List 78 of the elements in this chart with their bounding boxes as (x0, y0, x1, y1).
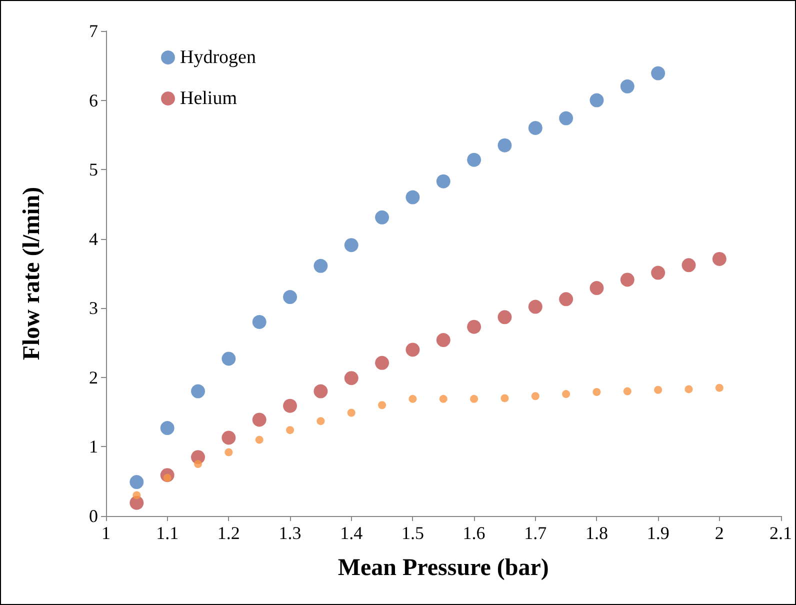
x-tick-label: 1.3 (278, 523, 302, 543)
point (283, 290, 298, 304)
point (286, 426, 294, 434)
x-tick-label: 2.1 (770, 523, 792, 543)
y-tick-label: 3 (89, 298, 98, 318)
y-tick-label: 1 (89, 436, 98, 457)
point (467, 320, 482, 334)
x-tick-label: 2 (714, 523, 724, 543)
x-tick-label: 1.2 (217, 523, 240, 543)
legend-label: Helium (180, 88, 238, 109)
point (715, 384, 724, 392)
point (682, 258, 696, 272)
point (314, 384, 328, 398)
point (620, 79, 634, 94)
point (528, 300, 542, 314)
point (531, 392, 540, 400)
y-tick-label: 7 (89, 21, 98, 41)
point (559, 292, 574, 306)
x-tick-label: 1.6 (462, 523, 486, 543)
point (160, 421, 174, 436)
point (620, 272, 634, 287)
x-tick-label: 1 (102, 523, 110, 543)
point (500, 394, 509, 402)
point (378, 401, 386, 410)
y-tick-label: 6 (89, 90, 98, 110)
point (316, 417, 325, 426)
point (224, 448, 233, 456)
x-tick-label: 1.7 (524, 523, 547, 543)
point (559, 111, 574, 126)
point (592, 388, 601, 396)
point (194, 460, 202, 468)
point (222, 352, 236, 366)
point (684, 385, 693, 394)
point (406, 342, 420, 357)
point (590, 93, 604, 108)
legend-label: Hydrogen (180, 47, 256, 68)
point (498, 138, 512, 152)
x-tick-label: 1.1 (156, 523, 179, 543)
point (623, 387, 632, 396)
point (375, 210, 390, 224)
point (344, 371, 358, 386)
x-tick-label: 1.9 (646, 523, 670, 543)
y-tick-label: 4 (89, 228, 98, 249)
point (255, 436, 264, 444)
y-tick-label: 2 (89, 367, 98, 388)
point (467, 152, 482, 167)
point (498, 310, 512, 324)
point (436, 174, 450, 188)
point (347, 408, 356, 417)
point (252, 315, 266, 329)
point (252, 412, 266, 427)
point (439, 394, 448, 403)
point (130, 475, 144, 490)
point (406, 190, 420, 204)
point (470, 394, 478, 403)
point (590, 281, 604, 296)
y-tick-label: 0 (89, 506, 98, 526)
point (191, 384, 206, 398)
x-tick-label: 1.4 (340, 523, 363, 543)
x-axis-title: Mean Pressure (bar) (338, 555, 549, 581)
point (651, 66, 666, 80)
point (344, 238, 358, 252)
point (712, 252, 726, 266)
point (562, 390, 570, 398)
point (283, 398, 298, 413)
point (375, 356, 390, 370)
point (314, 258, 328, 273)
point (654, 386, 662, 394)
point (528, 121, 542, 135)
point (222, 430, 236, 445)
y-axis-title: Flow rate (l/min) (19, 186, 45, 360)
point (436, 333, 450, 348)
y-tick-label: 5 (89, 160, 98, 180)
x-tick-label: 1.5 (401, 523, 424, 543)
point (651, 266, 666, 280)
point (132, 491, 141, 500)
x-tick-label: 1.8 (585, 523, 608, 543)
point (408, 394, 417, 403)
